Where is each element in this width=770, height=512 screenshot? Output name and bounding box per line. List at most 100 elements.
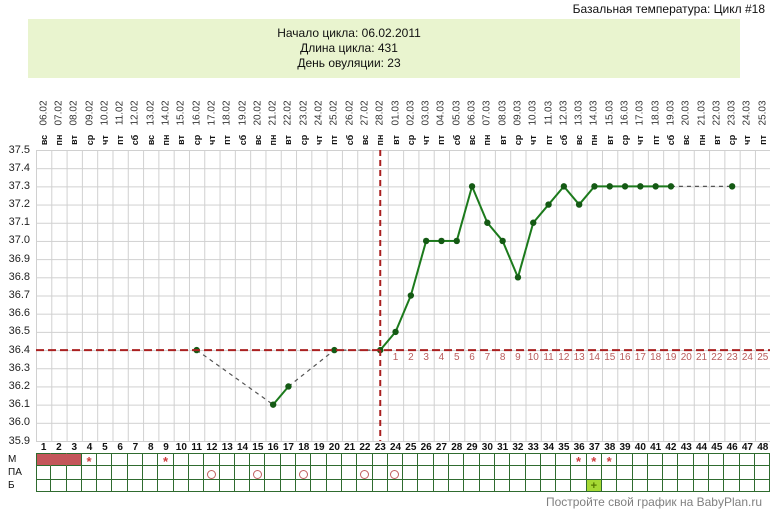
menstruation-cell (280, 453, 297, 466)
test-cell (663, 479, 679, 492)
test-cell (357, 479, 373, 492)
cycle-marks-table: * * * * * + (36, 453, 770, 492)
menstruation-cell (143, 453, 159, 466)
menstruation-cell (525, 453, 541, 466)
menstruation-cell (709, 453, 725, 466)
row-label-intercourse: ПА (8, 467, 22, 478)
dpo-number: 11 (543, 352, 554, 363)
cycle-day-number: 43 (680, 442, 692, 453)
intercourse-cell (372, 466, 388, 479)
y-axis-label: 35.9 (8, 434, 30, 447)
weekday-label: пн (268, 134, 279, 146)
test-cell (724, 479, 740, 492)
date-label: 19.02 (237, 100, 249, 126)
cycle-day-number: 4 (86, 442, 93, 453)
test-cell (311, 479, 327, 492)
menstruation-cell (204, 453, 220, 466)
test-cell (265, 479, 281, 492)
intercourse-mark (252, 470, 262, 479)
date-label: 20.03 (680, 100, 692, 126)
test-cell (326, 479, 342, 492)
cycle-day-number: 36 (573, 442, 585, 453)
dpo-number: 4 (438, 352, 445, 363)
cycle-day-number: 45 (711, 442, 723, 453)
intercourse-cell (464, 466, 480, 479)
y-axis-label: 36.4 (8, 343, 30, 356)
test-cell (571, 479, 587, 492)
cycle-day-number: 23 (374, 442, 386, 453)
test-cell (540, 479, 557, 492)
cycle-day-number: 9 (163, 442, 169, 453)
date-label: 06.03 (466, 100, 478, 126)
weekday-label: пн (161, 134, 172, 146)
intercourse-cell (540, 466, 557, 479)
y-axis-label: 36.6 (8, 307, 30, 320)
y-axis-label: 36.1 (8, 398, 30, 411)
menstruation-cell: * (571, 453, 587, 466)
test-cell (525, 479, 541, 492)
menstruation-cell (693, 453, 710, 466)
cycle-length-line: Длина цикла: 431 (300, 41, 398, 55)
cycle-day-number: 16 (267, 442, 279, 453)
date-label: 08.03 (497, 100, 509, 126)
y-axis-label: 36.7 (8, 289, 30, 302)
dpo-number: 7 (484, 352, 491, 363)
menstruation-cell (647, 453, 664, 466)
test-cell (647, 479, 664, 492)
cycle-day-number: 26 (420, 442, 432, 453)
menstruation-cell (754, 453, 770, 466)
intercourse-cell (250, 466, 266, 479)
intercourse-cell (204, 466, 220, 479)
weekday-label: вт (497, 135, 508, 145)
test-cell (219, 479, 235, 492)
intercourse-cell (494, 466, 511, 479)
intercourse-mark (390, 470, 400, 479)
dpo-number: 14 (588, 352, 600, 363)
weekday-label: сб (237, 134, 248, 146)
test-cell (479, 479, 495, 492)
intercourse-cell (357, 466, 373, 479)
date-label: 16.02 (191, 100, 203, 126)
menstruation-cell (617, 453, 633, 466)
weekday-label: пт (222, 135, 233, 145)
dpo-number: 18 (650, 352, 662, 363)
weekday-label: сб (558, 134, 569, 146)
menstruation-cell: * (81, 453, 98, 466)
intercourse-cell (678, 466, 694, 479)
intercourse-cell (418, 466, 434, 479)
test-cell (693, 479, 710, 492)
menstruation-cell: * (586, 453, 602, 466)
date-label: 25.03 (757, 100, 769, 126)
menstruation-cell (127, 453, 144, 466)
weekday-label: пн (53, 134, 64, 146)
dpo-number: 12 (558, 352, 570, 363)
intercourse-cell (632, 466, 648, 479)
date-label: 16.03 (619, 100, 631, 126)
weekday-label: ср (620, 134, 631, 146)
weekday-label: пн (589, 134, 600, 146)
babyplan-link[interactable]: Постройте свой график на BabyPlan.ru (545, 495, 762, 509)
menstruation-cell (540, 453, 557, 466)
dpo-number: 23 (726, 352, 738, 363)
test-cell (556, 479, 572, 492)
weekday-label: чт (528, 135, 539, 145)
menstruation-cell (326, 453, 342, 466)
weekday-label: пн (696, 134, 707, 146)
weekday-label: пт (436, 135, 447, 145)
weekday-label: пн (375, 134, 386, 146)
intercourse-cell (219, 466, 235, 479)
intercourse-cell (586, 466, 602, 479)
menstruation-cell (234, 453, 251, 466)
intercourse-cell (188, 466, 205, 479)
date-label: 22.02 (282, 100, 294, 126)
cycle-day-number: 31 (497, 442, 509, 453)
cycle-day-number: 27 (435, 442, 447, 453)
test-cell (81, 479, 98, 492)
date-label: 12.03 (558, 100, 570, 126)
weekday-label: вс (574, 134, 585, 146)
date-label: 13.03 (573, 100, 585, 126)
test-cell (754, 479, 770, 492)
test-cell (601, 479, 618, 492)
weekday-label: вс (681, 134, 692, 146)
